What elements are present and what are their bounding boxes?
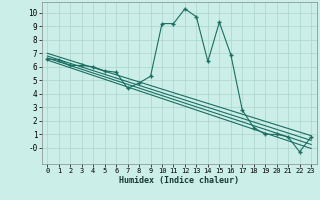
X-axis label: Humidex (Indice chaleur): Humidex (Indice chaleur) <box>119 176 239 185</box>
